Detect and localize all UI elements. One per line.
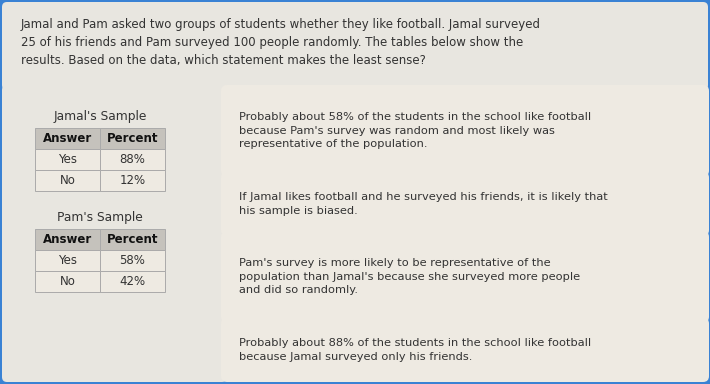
Text: Percent: Percent: [106, 233, 158, 246]
Text: Answer: Answer: [43, 233, 92, 246]
FancyBboxPatch shape: [221, 231, 709, 323]
Text: 88%: 88%: [119, 153, 146, 166]
Text: Percent: Percent: [106, 132, 158, 145]
FancyBboxPatch shape: [2, 85, 227, 382]
FancyBboxPatch shape: [100, 149, 165, 170]
FancyBboxPatch shape: [35, 229, 100, 250]
FancyBboxPatch shape: [35, 128, 100, 149]
Text: Pam's survey is more likely to be representative of the
population than Jamal's : Pam's survey is more likely to be repres…: [239, 258, 580, 295]
Text: 12%: 12%: [119, 174, 146, 187]
FancyBboxPatch shape: [100, 250, 165, 271]
FancyBboxPatch shape: [221, 85, 709, 177]
FancyBboxPatch shape: [100, 229, 165, 250]
FancyBboxPatch shape: [2, 2, 708, 90]
FancyBboxPatch shape: [35, 271, 100, 292]
Text: Yes: Yes: [58, 254, 77, 267]
Text: Jamal and Pam asked two groups of students whether they like football. Jamal sur: Jamal and Pam asked two groups of studen…: [21, 18, 541, 67]
Text: Answer: Answer: [43, 132, 92, 145]
Text: Probably about 88% of the students in the school like football
because Jamal sur: Probably about 88% of the students in th…: [239, 338, 591, 362]
FancyBboxPatch shape: [221, 318, 709, 382]
Text: No: No: [60, 275, 75, 288]
Text: Probably about 58% of the students in the school like football
because Pam's sur: Probably about 58% of the students in th…: [239, 112, 591, 149]
FancyBboxPatch shape: [35, 250, 100, 271]
Text: Pam's Sample: Pam's Sample: [57, 211, 143, 224]
FancyBboxPatch shape: [100, 271, 165, 292]
FancyBboxPatch shape: [221, 172, 709, 236]
FancyBboxPatch shape: [35, 149, 100, 170]
Text: Yes: Yes: [58, 153, 77, 166]
FancyBboxPatch shape: [100, 170, 165, 191]
Text: Jamal's Sample: Jamal's Sample: [53, 110, 147, 123]
Text: No: No: [60, 174, 75, 187]
FancyBboxPatch shape: [35, 170, 100, 191]
Text: 42%: 42%: [119, 275, 146, 288]
Text: If Jamal likes football and he surveyed his friends, it is likely that
his sampl: If Jamal likes football and he surveyed …: [239, 192, 608, 215]
FancyBboxPatch shape: [100, 128, 165, 149]
Text: 58%: 58%: [119, 254, 146, 267]
